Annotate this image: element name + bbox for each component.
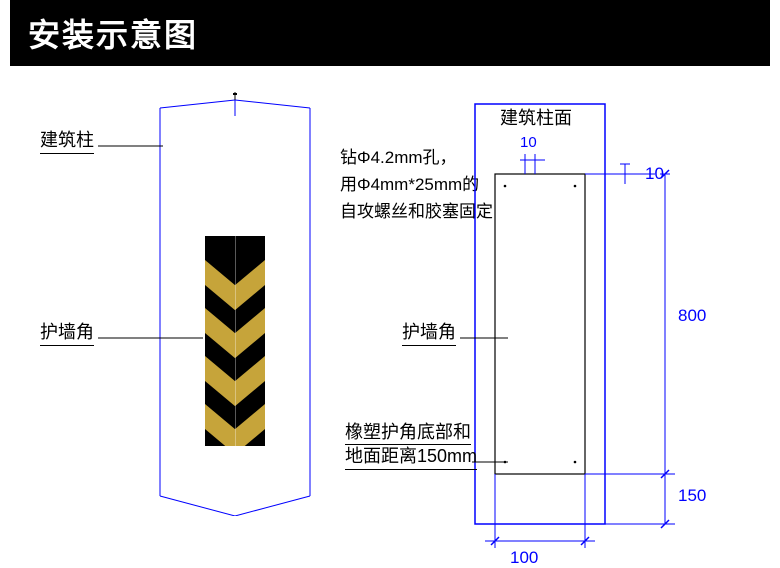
leader-guard-left — [98, 330, 208, 350]
label-bottom-note-l1: 橡塑护角底部和 — [345, 418, 471, 445]
label-wall-guard-right: 护墙角 — [402, 318, 456, 346]
leader-bottom-note — [472, 454, 512, 474]
dim-width-100: 100 — [510, 548, 538, 568]
label-column-face: 建筑柱面 — [500, 104, 572, 130]
dim-height-800: 800 — [678, 306, 706, 326]
leader-guard-right — [460, 330, 510, 350]
dim-ground-150: 150 — [678, 486, 706, 506]
dim-top-10: 10 — [645, 164, 664, 184]
corner-guard-graphic — [205, 236, 265, 446]
title-text: 安装示意图 — [28, 17, 198, 53]
label-building-column: 建筑柱 — [40, 126, 94, 154]
diagram-canvas: 建筑柱 护墙角 钻Φ4.2mm孔， 用Φ4mm*25mm的 自攻螺丝和胶塞固定 — [10, 66, 770, 546]
label-wall-guard-left: 护墙角 — [40, 318, 94, 346]
title-bar: 安装示意图 — [10, 0, 770, 66]
right-view-svg — [465, 96, 755, 556]
dim-inner-10: 10 — [520, 134, 537, 151]
label-bottom-note-l2: 地面距离150mm — [345, 442, 477, 470]
leader-column — [98, 138, 168, 158]
